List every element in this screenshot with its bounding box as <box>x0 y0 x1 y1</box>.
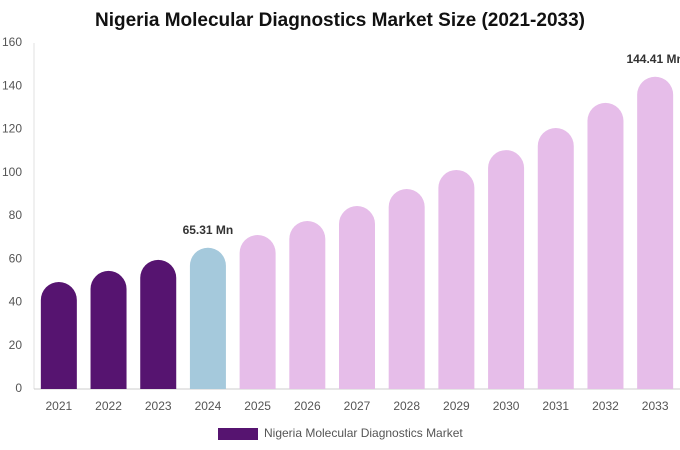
x-tick-label: 2031 <box>542 399 569 413</box>
y-tick-label: 60 <box>9 251 23 265</box>
bar <box>537 127 574 389</box>
bar <box>637 76 674 389</box>
x-tick-label: 2024 <box>195 399 222 413</box>
bar <box>40 281 77 389</box>
x-tick-label: 2033 <box>642 399 669 413</box>
bar <box>388 188 425 389</box>
y-tick-label: 160 <box>2 35 22 49</box>
bar <box>239 235 276 389</box>
x-tick-label: 2025 <box>244 399 271 413</box>
y-tick-label: 0 <box>15 381 22 395</box>
x-tick-label: 2022 <box>95 399 122 413</box>
y-tick-label: 20 <box>9 338 23 352</box>
x-tick-label: 2027 <box>344 399 371 413</box>
x-tick-label: 2023 <box>145 399 172 413</box>
x-tick-label: 2032 <box>592 399 619 413</box>
y-tick-label: 100 <box>2 165 22 179</box>
bar <box>289 220 326 389</box>
bar <box>438 169 475 389</box>
y-tick-label: 140 <box>2 78 22 92</box>
x-tick-label: 2030 <box>493 399 520 413</box>
x-tick-label: 2026 <box>294 399 321 413</box>
data-label: 65.31 Mn <box>183 223 234 237</box>
data-label: 144.41 Mn <box>626 52 680 66</box>
y-tick-label: 120 <box>2 122 22 136</box>
y-tick-label: 40 <box>9 295 23 309</box>
chart-title: Nigeria Molecular Diagnostics Market Siz… <box>95 10 585 31</box>
y-tick-label: 80 <box>9 208 23 222</box>
legend-swatch <box>218 428 258 440</box>
bar <box>189 247 226 389</box>
bar <box>488 150 525 389</box>
bar <box>587 102 624 390</box>
legend-label: Nigeria Molecular Diagnostics Market <box>264 426 463 440</box>
x-tick-label: 2028 <box>393 399 420 413</box>
x-tick-label: 2021 <box>45 399 72 413</box>
x-tick-label: 2029 <box>443 399 470 413</box>
bar <box>339 206 375 389</box>
bar <box>140 259 177 389</box>
bar <box>90 270 127 389</box>
